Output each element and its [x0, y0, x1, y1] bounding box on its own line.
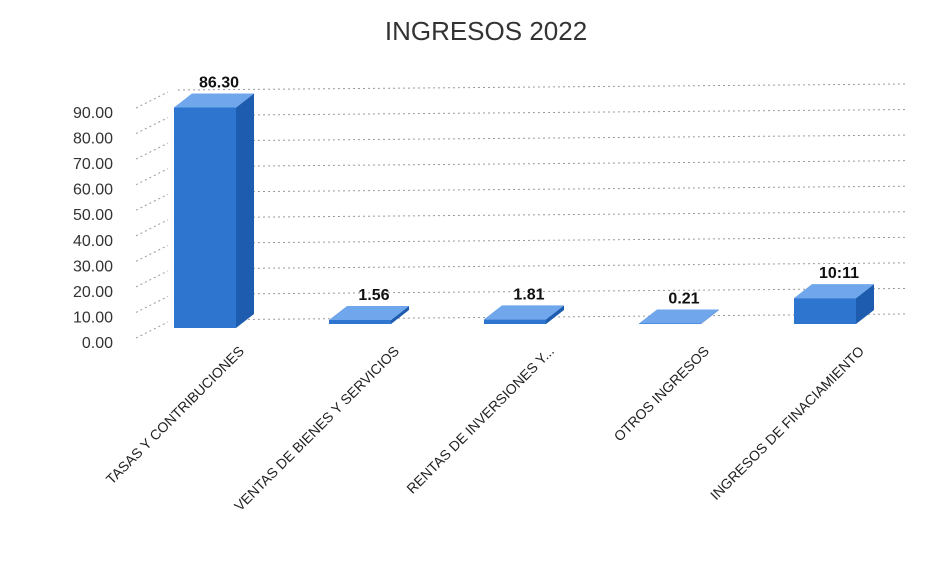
category-label: TASAS Y CONTRIBUCIONES [103, 343, 247, 487]
bar-front [484, 319, 546, 324]
side-wall-line [135, 91, 169, 109]
bar-top [484, 305, 564, 320]
bar-top [329, 306, 409, 321]
category-label: RENTAS DE INVERSIONES Y... [403, 343, 557, 497]
bar [329, 306, 409, 324]
gridline [177, 134, 906, 142]
side-wall-line [135, 142, 169, 160]
bar-side [391, 306, 409, 324]
category-label: VENTAS DE BIENES Y SERVICIOS [231, 343, 402, 514]
bar-front [174, 107, 236, 328]
bar [484, 305, 564, 324]
side-wall-line [135, 193, 169, 211]
bar-top [174, 93, 254, 108]
bar-side [701, 309, 719, 324]
y-tick-label: 40.00 [73, 233, 113, 250]
category-label: OTROS INGRESOS [611, 343, 713, 445]
bar [639, 309, 719, 324]
gridline [177, 262, 906, 270]
data-label: 0.21 [668, 290, 699, 307]
y-tick-label: 10.00 [73, 309, 113, 326]
y-tick-label: 20.00 [73, 284, 113, 301]
side-wall-line [135, 168, 169, 186]
gridlines [135, 83, 906, 339]
bar-top [794, 284, 874, 299]
side-wall-line [135, 219, 169, 237]
bar-side [856, 284, 874, 324]
bar-side [546, 305, 564, 324]
y-tick-label: 60.00 [73, 182, 113, 199]
data-labels: 86.30 1.56 1.81 0.21 10:11 [199, 74, 859, 307]
gridline [177, 313, 906, 321]
y-tick-label: 80.00 [73, 131, 113, 148]
y-tick-label: 30.00 [73, 258, 113, 275]
y-tick-label: 50.00 [73, 207, 113, 224]
gridline [177, 185, 906, 193]
gridline [177, 236, 906, 244]
gridline [177, 83, 906, 91]
data-label: 10:11 [819, 265, 859, 282]
side-wall-line [135, 270, 169, 288]
gridline [177, 160, 906, 168]
y-tick-label: 90.00 [73, 105, 113, 122]
side-wall-line [135, 117, 169, 135]
side-wall-line [135, 244, 169, 262]
chart-title: INGRESOS 2022 [385, 16, 587, 46]
side-wall-line [135, 295, 169, 313]
y-tick-label: 0.00 [82, 335, 113, 352]
bar [794, 284, 874, 324]
gridline [177, 109, 906, 117]
side-wall-line [135, 321, 169, 339]
y-axis-ticks: 0.00 10.00 20.00 30.00 40.00 50.00 60.00 70.00 8… [73, 105, 113, 352]
bar-front [794, 298, 856, 324]
data-label: 1.81 [513, 286, 544, 303]
bar-top [639, 309, 719, 324]
bar-front [639, 323, 701, 324]
data-label: 1.56 [358, 287, 389, 304]
gridline [177, 287, 906, 295]
gridline [177, 211, 906, 219]
bar [174, 93, 254, 328]
category-label: INGRESOS DE FINACIAMIENTO [707, 343, 867, 503]
data-label: 86.30 [199, 74, 239, 91]
y-tick-label: 70.00 [73, 156, 113, 173]
bar-front [329, 320, 391, 324]
bars [174, 93, 874, 328]
bar-side [236, 93, 254, 328]
